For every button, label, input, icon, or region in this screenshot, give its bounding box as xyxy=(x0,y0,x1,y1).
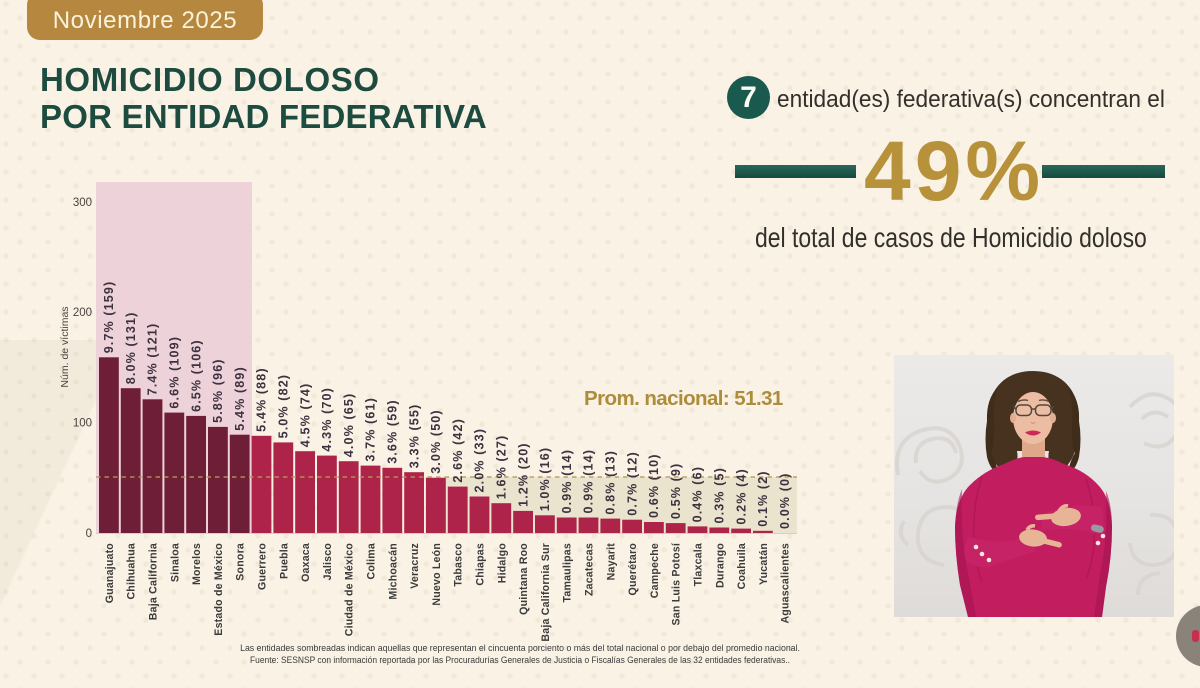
svg-text:Ciudad de México: Ciudad de México xyxy=(344,543,356,637)
svg-text:0.7% (12): 0.7% (12) xyxy=(625,451,639,516)
svg-text:Tamaulipas: Tamaulipas xyxy=(562,543,574,603)
svg-text:Coahuila: Coahuila xyxy=(736,543,748,589)
svg-text:9.7% (159): 9.7% (159) xyxy=(102,281,116,354)
svg-text:Quintana Roo: Quintana Roo xyxy=(518,543,530,615)
svg-text:2.0% (33): 2.0% (33) xyxy=(473,428,487,493)
svg-text:1.6% (27): 1.6% (27) xyxy=(495,435,509,500)
svg-text:Chiapas: Chiapas xyxy=(475,543,487,586)
svg-text:5.0% (82): 5.0% (82) xyxy=(277,374,291,439)
svg-text:Estado de México: Estado de México xyxy=(213,543,225,636)
svg-text:0.9% (14): 0.9% (14) xyxy=(560,449,574,514)
svg-text:Jalisco: Jalisco xyxy=(322,543,334,581)
svg-text:Durango: Durango xyxy=(714,543,726,588)
svg-text:4.5% (74): 4.5% (74) xyxy=(298,383,312,448)
svg-text:4.0% (65): 4.0% (65) xyxy=(342,393,356,458)
svg-text:Chihuahua: Chihuahua xyxy=(126,543,138,600)
svg-text:Núm. de víctimas: Núm. de víctimas xyxy=(59,306,71,387)
svg-text:Prom. nacional: 51.31: Prom. nacional: 51.31 xyxy=(584,387,784,410)
svg-text:1.0% (16): 1.0% (16) xyxy=(538,447,552,512)
svg-text:Tlaxcala: Tlaxcala xyxy=(693,543,705,586)
svg-text:Oaxaca: Oaxaca xyxy=(300,543,312,582)
svg-text:Veracruz: Veracruz xyxy=(409,543,421,589)
svg-text:7.4% (121): 7.4% (121) xyxy=(146,323,160,396)
svg-text:0.3% (5): 0.3% (5) xyxy=(713,467,727,523)
svg-text:Sonora: Sonora xyxy=(235,543,247,581)
svg-text:5.4% (88): 5.4% (88) xyxy=(255,367,269,432)
svg-text:0: 0 xyxy=(86,528,92,540)
svg-text:0.5% (9): 0.5% (9) xyxy=(669,463,683,519)
svg-text:6.5% (106): 6.5% (106) xyxy=(189,339,203,412)
svg-text:Nuevo León: Nuevo León xyxy=(431,543,443,606)
svg-text:0.6% (10): 0.6% (10) xyxy=(647,454,661,519)
svg-text:Guerrero: Guerrero xyxy=(257,543,269,590)
svg-text:6.6% (109): 6.6% (109) xyxy=(168,336,182,409)
svg-text:Colima: Colima xyxy=(366,543,378,580)
svg-text:Querétaro: Querétaro xyxy=(627,543,639,596)
svg-text:0.8% (13): 0.8% (13) xyxy=(604,450,618,515)
svg-text:0.1% (2): 0.1% (2) xyxy=(756,470,770,526)
svg-text:3.3% (55): 3.3% (55) xyxy=(407,404,421,469)
svg-text:5.4% (89): 5.4% (89) xyxy=(233,366,247,431)
svg-text:3.0% (50): 3.0% (50) xyxy=(429,409,443,474)
svg-text:0.9% (14): 0.9% (14) xyxy=(582,449,596,514)
svg-text:Puebla: Puebla xyxy=(278,543,290,579)
svg-text:0.4% (6): 0.4% (6) xyxy=(691,466,705,522)
svg-text:Morelos: Morelos xyxy=(191,543,203,585)
svg-text:Baja California Sur: Baja California Sur xyxy=(540,543,552,642)
svg-text:100: 100 xyxy=(73,418,92,430)
svg-text:Baja California: Baja California xyxy=(148,543,160,620)
svg-text:4.3% (70): 4.3% (70) xyxy=(320,387,334,452)
svg-text:2.6% (42): 2.6% (42) xyxy=(451,418,465,483)
svg-text:Guanajuato: Guanajuato xyxy=(104,543,116,604)
svg-text:300: 300 xyxy=(73,197,92,209)
svg-text:Yucatán: Yucatán xyxy=(758,543,770,585)
svg-text:Nayarit: Nayarit xyxy=(605,543,617,581)
svg-text:5.8% (96): 5.8% (96) xyxy=(211,358,225,423)
svg-text:Zacatecas: Zacatecas xyxy=(584,543,596,596)
svg-text:Sinaloa: Sinaloa xyxy=(169,543,181,582)
svg-text:200: 200 xyxy=(73,307,92,319)
svg-text:Hidalgo: Hidalgo xyxy=(496,543,508,584)
svg-text:Michoacán: Michoacán xyxy=(387,543,399,600)
svg-text:0.2% (4): 0.2% (4) xyxy=(734,468,748,524)
svg-text:Aguascalientes: Aguascalientes xyxy=(780,543,792,624)
svg-text:0.0% (0): 0.0% (0) xyxy=(778,473,792,529)
svg-text:1.2% (20): 1.2% (20) xyxy=(516,442,530,507)
svg-text:3.7% (61): 3.7% (61) xyxy=(364,397,378,462)
svg-text:Campeche: Campeche xyxy=(649,543,661,598)
svg-text:3.6% (59): 3.6% (59) xyxy=(386,399,400,464)
svg-text:Tabasco: Tabasco xyxy=(453,543,465,587)
svg-text:San Luis Potosí: San Luis Potosí xyxy=(671,542,683,625)
svg-text:8.0% (131): 8.0% (131) xyxy=(124,312,138,385)
